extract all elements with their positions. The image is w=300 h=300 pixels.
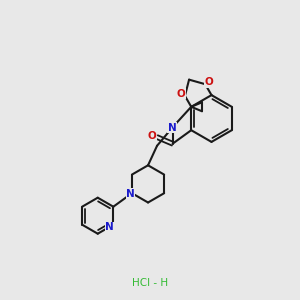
Text: O: O: [177, 89, 186, 99]
Text: N: N: [105, 222, 114, 232]
Text: N: N: [168, 123, 176, 133]
Text: O: O: [147, 130, 156, 141]
Text: N: N: [126, 189, 135, 199]
Text: HCl - H: HCl - H: [132, 278, 168, 289]
Text: O: O: [204, 77, 213, 87]
